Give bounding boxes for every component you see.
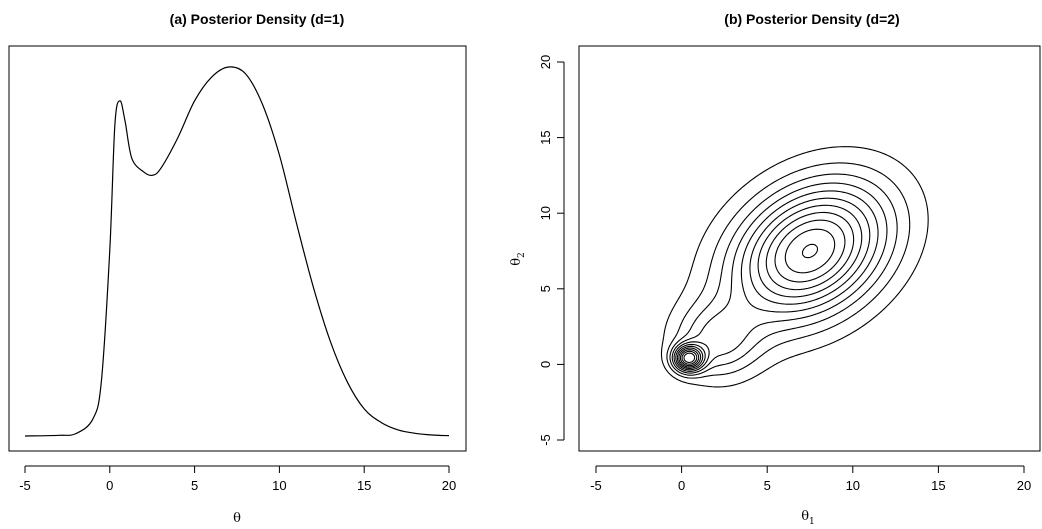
panel-a-x-ticks: -5 0 5 10 15 20 bbox=[19, 466, 456, 493]
panel-a-x-tick-label: 5 bbox=[191, 478, 198, 493]
panel-a-x-tick-label: 20 bbox=[442, 478, 456, 493]
panel-a-title: (a) Posterior Density (d=1) bbox=[170, 11, 345, 27]
panel-a-x-tick-label: 0 bbox=[106, 478, 113, 493]
panel-b-title: (b) Posterior Density (d=2) bbox=[724, 11, 899, 27]
panel-b-contour-line bbox=[679, 219, 846, 367]
panel-b: (b) Posterior Density (d=2) -5 0 5 10 15 20 -… bbox=[509, 11, 1041, 527]
panel-b-y-tick-label: 20 bbox=[538, 55, 553, 69]
panel-b-y-tick-label: 0 bbox=[538, 361, 553, 368]
panel-b-y-tick-label: -5 bbox=[538, 434, 553, 446]
panel-b-x-axis-label: θ1 bbox=[801, 509, 815, 527]
panel-b-y-ticks: -5 0 5 10 15 20 bbox=[538, 55, 564, 446]
panel-b-plot-frame bbox=[578, 45, 1041, 452]
panel-a-x-tick-label: -5 bbox=[19, 478, 31, 493]
panel-a-plot-frame bbox=[8, 45, 467, 452]
panel-b-x-ticks: -5 0 5 10 15 20 bbox=[590, 466, 1031, 493]
panel-b-contour-line bbox=[673, 190, 879, 372]
panel-b-y-tick-label: 15 bbox=[538, 130, 553, 144]
panel-b-x-tick-label: 20 bbox=[1017, 478, 1031, 493]
panel-a: (a) Posterior Density (d=1) -5 0 5 10 15 20 θ bbox=[8, 11, 467, 526]
panel-b-contour-line bbox=[675, 197, 871, 371]
panel-b-x-tick-label: 5 bbox=[764, 478, 771, 493]
panel-b-x-tick-label: 15 bbox=[931, 478, 945, 493]
panel-a-x-tick-label: 15 bbox=[357, 478, 371, 493]
panel-a-x-axis-label: θ bbox=[233, 511, 241, 526]
panel-b-contour-line bbox=[660, 146, 929, 388]
panel-b-y-tick-label: 5 bbox=[538, 285, 553, 292]
panel-b-contour-line bbox=[666, 162, 911, 379]
panel-b-x-tick-label: 10 bbox=[846, 478, 860, 493]
panel-a-density-curve bbox=[24, 66, 450, 437]
panel-b-contour-line bbox=[681, 228, 836, 365]
panel-b-contour-line bbox=[678, 211, 855, 368]
panel-b-contour-line bbox=[669, 173, 898, 376]
panel-a-x-tick-label: 10 bbox=[272, 478, 286, 493]
panel-b-x-tick-label: 0 bbox=[678, 478, 685, 493]
panel-b-y-axis-label: θ2 bbox=[509, 252, 527, 266]
panel-b-contour-lines bbox=[660, 146, 929, 388]
panel-b-x-tick-label: -5 bbox=[590, 478, 602, 493]
panel-b-contour-line bbox=[671, 182, 888, 374]
panel-b-contour-line bbox=[683, 243, 819, 364]
panel-b-y-tick-label: 10 bbox=[538, 206, 553, 220]
panel-b-contour-line bbox=[676, 204, 863, 369]
